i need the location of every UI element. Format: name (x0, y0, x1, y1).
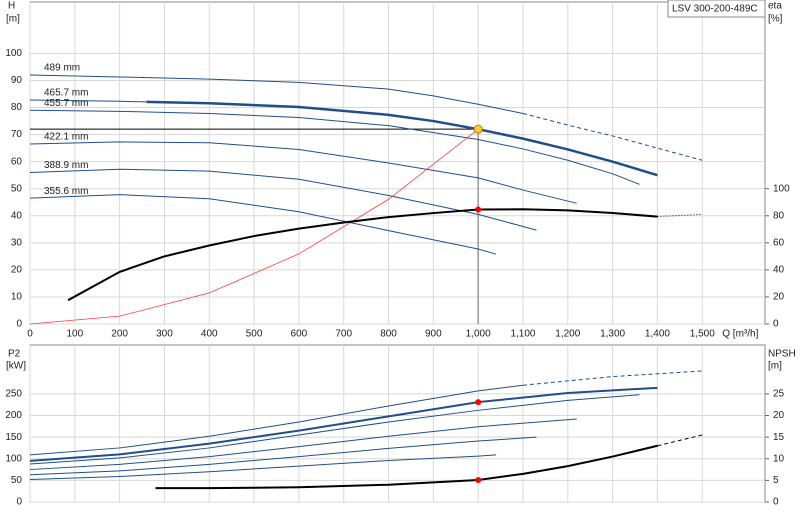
x-axis-label: Q [m³/h] (722, 329, 758, 340)
plot-frame (29, 344, 766, 503)
curve-label: 422.1 mm (44, 132, 88, 143)
y-tick-label: 100 (5, 453, 22, 464)
y-tick-label: 0 (16, 319, 22, 330)
y-tick-label: 60 (11, 156, 23, 167)
y-tick-label: 70 (11, 129, 23, 140)
y-axis-label: P2 (8, 349, 21, 360)
curve (29, 168, 537, 231)
curve-label: 489 mm (44, 63, 80, 74)
curve-label: 455.7 mm (44, 98, 88, 109)
x-tick-label: 400 (201, 329, 218, 340)
x-tick-label: 1,000 (466, 329, 491, 340)
y-axis-unit: [kW] (6, 361, 26, 372)
y2-tick-label: 100 (773, 183, 790, 194)
plot-frame (29, 1, 766, 325)
x-tick-label: 0 (27, 329, 33, 340)
y2-tick-label: 20 (773, 410, 785, 421)
y2-axis-unit: [m] (768, 361, 782, 372)
curve (522, 370, 703, 386)
y-tick-label: 200 (5, 410, 22, 421)
chart-title: LSV 300-200-489C (672, 4, 758, 15)
y2-tick-label: 0 (773, 319, 779, 330)
curve (29, 74, 524, 114)
y2-tick-label: 20 (773, 292, 785, 303)
x-tick-label: 100 (66, 329, 83, 340)
x-tick-label: 200 (111, 329, 128, 340)
y2-tick-label: 80 (773, 210, 785, 221)
curve (67, 208, 658, 302)
x-tick-label: 1,400 (645, 329, 670, 340)
duty-point (473, 124, 483, 134)
curve (29, 141, 577, 204)
curve-label: 355.6 mm (44, 186, 88, 197)
curve (146, 100, 658, 177)
x-tick-label: 300 (156, 329, 173, 340)
curve (29, 384, 524, 456)
x-tick-label: 1,200 (555, 329, 580, 340)
x-tick-label: 900 (425, 329, 442, 340)
duty-point (475, 476, 482, 483)
y-tick-label: 150 (5, 432, 22, 443)
curve (29, 128, 479, 325)
title-box (667, 0, 766, 18)
curve (29, 394, 640, 465)
x-tick-label: 1,500 (690, 329, 715, 340)
curve-label: 388.9 mm (44, 160, 88, 171)
curve (29, 454, 497, 481)
x-tick-label: 700 (335, 329, 352, 340)
y-tick-label: 80 (11, 102, 23, 113)
x-tick-label: 1,100 (510, 329, 535, 340)
curve-label: 465.7 mm (44, 88, 88, 99)
y2-tick-label: 10 (773, 453, 785, 464)
y-tick-label: 250 (5, 389, 22, 400)
y2-tick-label: 5 (773, 475, 779, 486)
y2-axis-unit: [%] (768, 14, 783, 25)
y-tick-label: 20 (11, 265, 23, 276)
curve (29, 418, 577, 471)
curve (29, 109, 640, 185)
curve (29, 194, 497, 255)
y2-tick-label: 25 (773, 389, 785, 400)
y2-tick-label: 60 (773, 237, 785, 248)
y2-tick-label: 0 (773, 497, 779, 508)
y-axis-label: H (8, 1, 15, 12)
y-tick-label: 90 (11, 75, 23, 86)
y-tick-label: 10 (11, 292, 23, 303)
y-axis-unit: [m] (6, 14, 20, 25)
y-tick-label: 30 (11, 237, 23, 248)
x-tick-label: 600 (291, 329, 308, 340)
duty-point (475, 399, 482, 406)
curve (657, 434, 703, 447)
y-tick-label: 40 (11, 210, 23, 221)
x-tick-label: 500 (246, 329, 263, 340)
y-tick-label: 100 (5, 48, 22, 59)
duty-point (475, 206, 482, 213)
y2-axis-label: eta (768, 1, 782, 12)
x-tick-label: 800 (380, 329, 397, 340)
y2-tick-label: 15 (773, 432, 785, 443)
y2-tick-label: 40 (773, 265, 785, 276)
curve (29, 436, 537, 476)
curve (522, 112, 703, 161)
y-tick-label: 50 (11, 475, 23, 486)
x-tick-label: 1,300 (600, 329, 625, 340)
y-tick-label: 50 (11, 183, 23, 194)
y-tick-label: 0 (16, 497, 22, 508)
curve (29, 386, 658, 462)
y2-axis-label: NPSH (768, 349, 796, 360)
